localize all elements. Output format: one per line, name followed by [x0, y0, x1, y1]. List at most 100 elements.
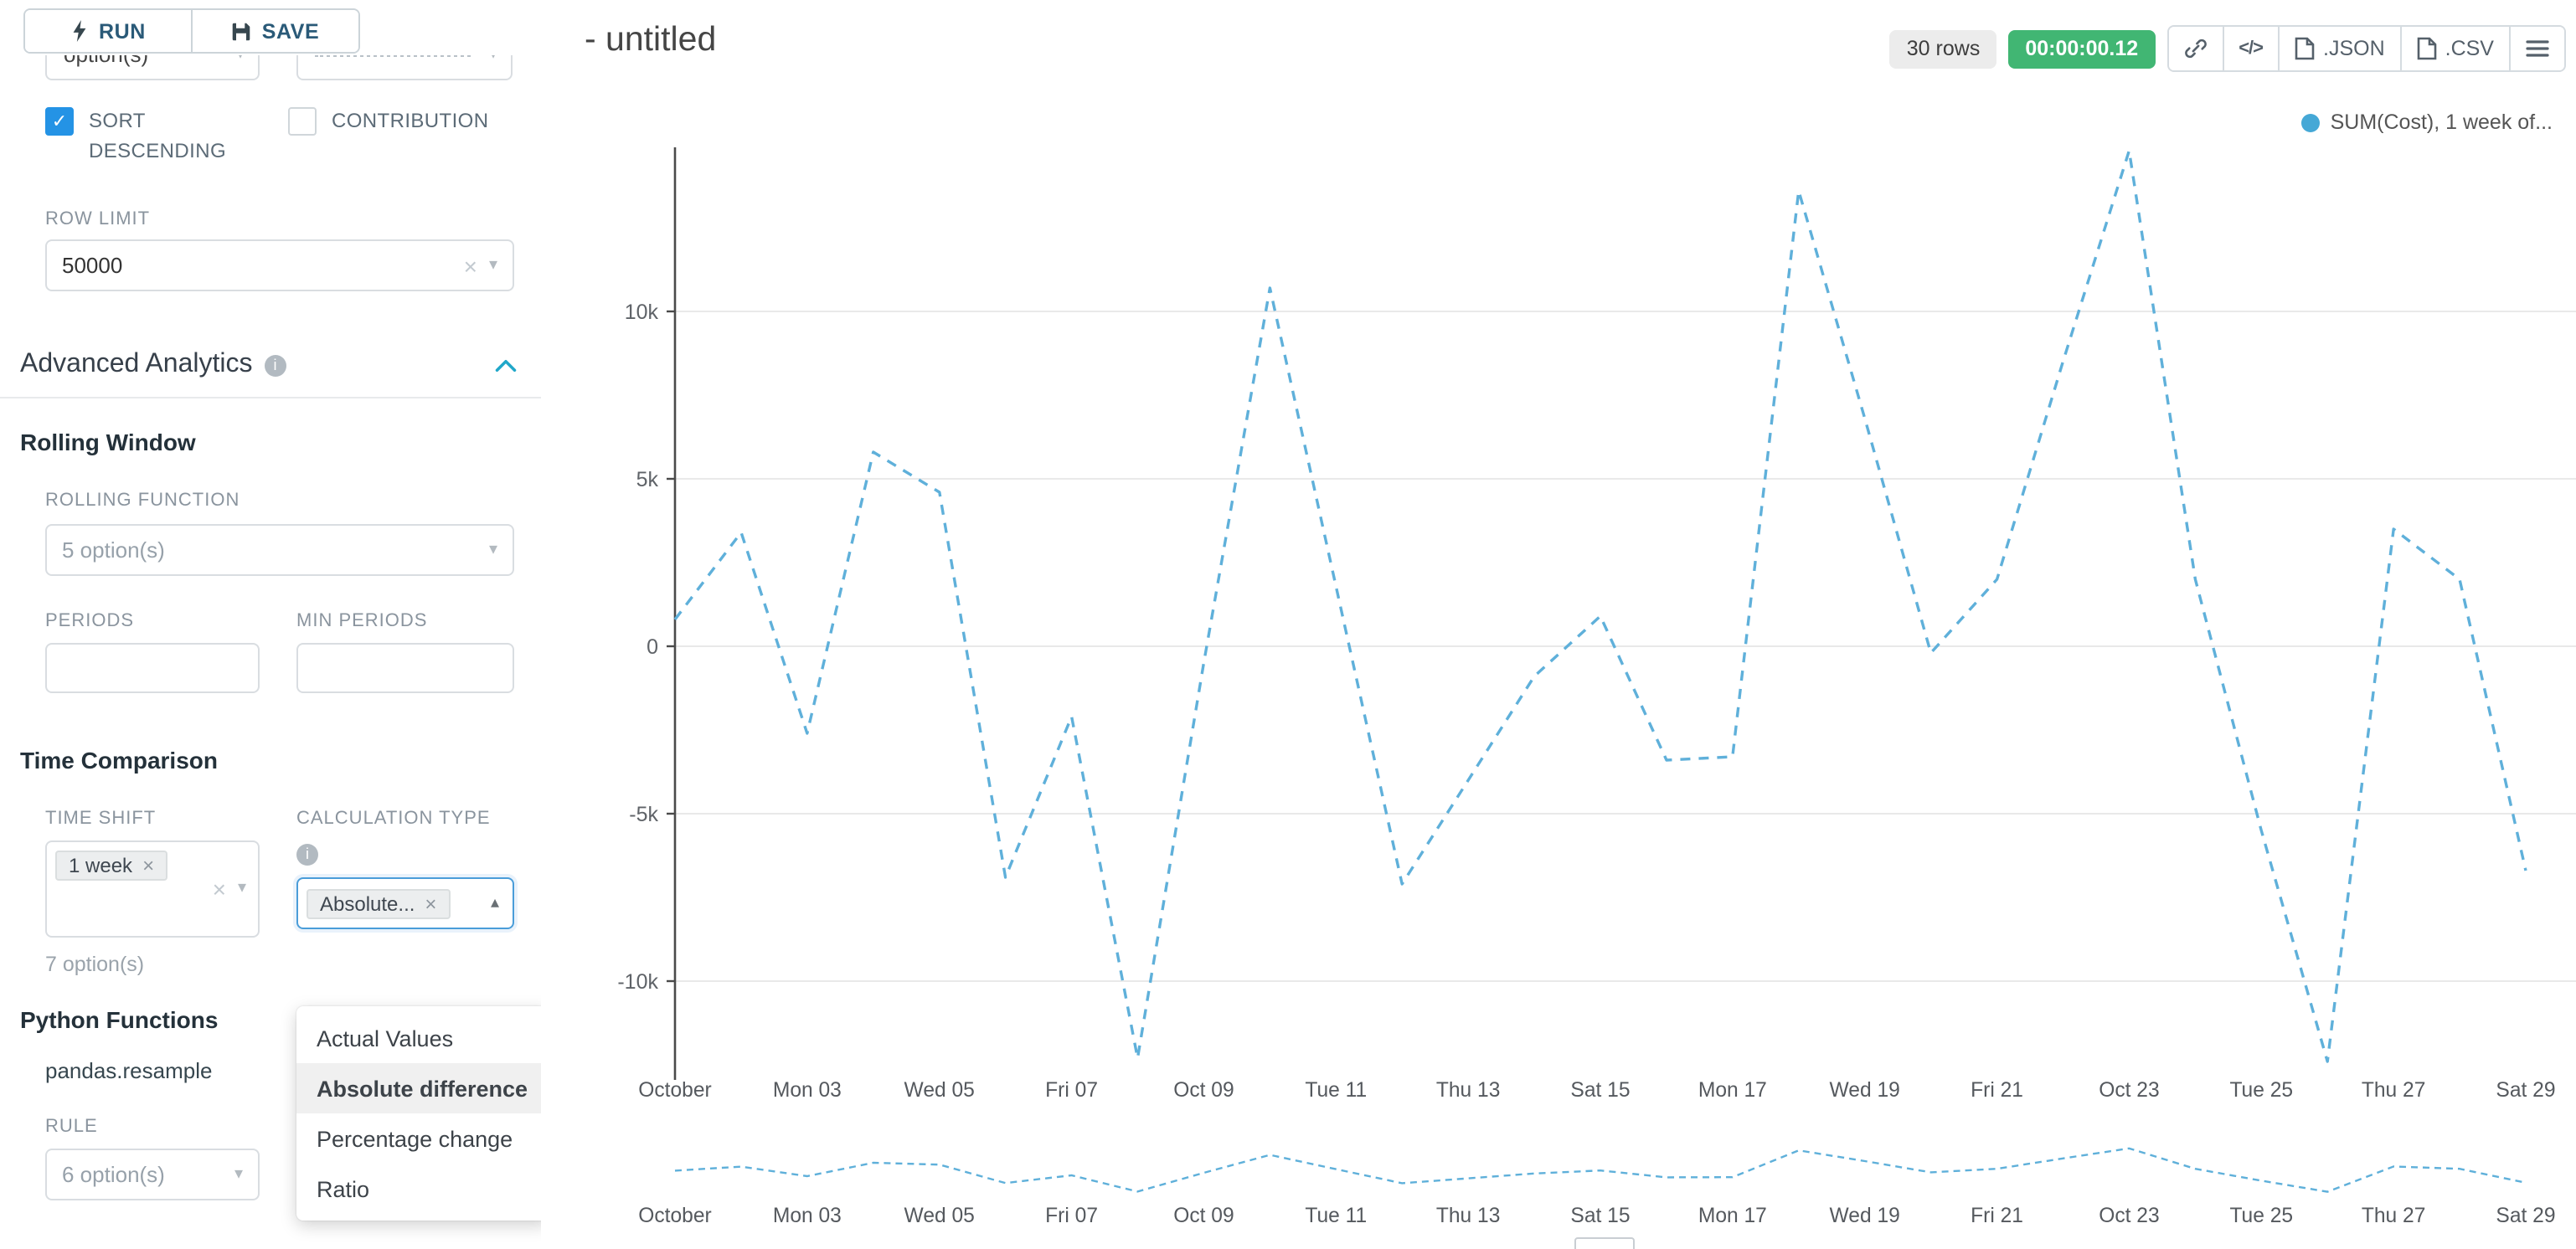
menu-option-ratio[interactable]: Ratio	[317, 1176, 370, 1201]
x-axis-label: Fri 21	[1971, 1079, 2023, 1102]
periods-input[interactable]	[45, 643, 260, 693]
mini-x-axis-label: Fri 21	[1971, 1205, 2023, 1227]
mini-x-axis-label: October	[638, 1205, 711, 1227]
save-button[interactable]: SAVE	[193, 10, 358, 52]
x-axis-label: Wed 05	[904, 1079, 975, 1102]
export-csv-button[interactable]: .CSV	[2399, 27, 2509, 70]
x-axis-label: Wed 19	[1830, 1079, 1900, 1102]
rolling-function-select[interactable]: 5 option(s) ▾	[45, 524, 514, 576]
truncated-select-left[interactable]: option(s) ▾	[45, 55, 260, 80]
x-axis-label: Oct 23	[2099, 1079, 2159, 1102]
remove-tag-icon[interactable]: ×	[425, 892, 437, 915]
checkbox-unchecked-icon[interactable]	[288, 107, 317, 136]
run-button[interactable]: RUN	[25, 10, 193, 52]
query-timer-badge: 00:00:00.12	[2008, 29, 2156, 68]
row-limit-control: ROW LIMIT 50000 × ▾	[0, 209, 541, 291]
mini-x-axis-label: Thu 13	[1436, 1205, 1501, 1227]
link-icon	[2184, 39, 2207, 59]
rolling-function-control: ROLLING FUNCTION 5 option(s) ▾	[0, 491, 541, 576]
contribution-label: CONTRIBUTION	[332, 109, 489, 132]
rule-control: RULE 6 option(s) ▾	[45, 1117, 260, 1200]
truncated-input-right[interactable]: ▾	[296, 55, 513, 80]
chevron-down-icon: ▾	[488, 540, 497, 558]
y-axis-label: -5k	[629, 803, 658, 826]
time-shift-hint: 7 option(s)	[45, 953, 145, 976]
view-query-button[interactable]: </>	[2222, 27, 2278, 70]
legend-dot-icon	[2301, 113, 2321, 131]
chart-legend[interactable]: SUM(Cost), 1 week of...	[2301, 111, 2553, 134]
x-axis-label: Tue 25	[2229, 1079, 2293, 1102]
min-periods-input[interactable]	[296, 643, 514, 693]
mini-x-axis-label: Thu 27	[2362, 1205, 2426, 1227]
menu-option-percentage-change[interactable]: Percentage change	[317, 1126, 513, 1151]
clear-icon[interactable]: ×	[212, 876, 226, 902]
menu-option-actual-values[interactable]: Actual Values	[317, 1025, 454, 1051]
partial-box	[1574, 1237, 1635, 1249]
mini-x-axis-label: Tue 25	[2229, 1205, 2293, 1227]
remove-tag-icon[interactable]: ×	[142, 854, 155, 877]
calculation-type-value: Absolute...	[320, 892, 415, 915]
timeseries-chart-canvas[interactable]: 10k 5k 0 -5k -10k October Mon 03 Wed 05 Fri 07 Oc…	[541, 0, 2576, 1249]
chart-menu-button[interactable]	[2509, 27, 2564, 70]
chevron-down-icon: ▾	[488, 255, 497, 274]
chevron-up-icon: ▴	[490, 894, 499, 912]
mini-x-axis-label: Wed 19	[1830, 1205, 1900, 1227]
advanced-analytics-header[interactable]: Advanced Analytics i	[0, 350, 541, 398]
legend-label: SUM(Cost), 1 week of...	[2330, 111, 2553, 134]
contribution-checkbox-item[interactable]: CONTRIBUTION	[288, 105, 541, 166]
min-periods-label: MIN PERIODS	[296, 611, 428, 631]
save-icon	[233, 22, 250, 40]
chevron-down-icon: ▾	[234, 1164, 243, 1183]
time-shift-control: TIME SHIFT 1 week × × ▾ 7 option(s)	[45, 809, 260, 976]
x-axis-label: Mon 03	[773, 1079, 842, 1102]
rolling-function-placeholder: 5 option(s)	[62, 537, 165, 563]
mini-x-axis-label: Sat 15	[1570, 1205, 1630, 1227]
time-comparison-row: TIME SHIFT 1 week × × ▾ 7 option(s) CALC…	[0, 809, 541, 1221]
export-csv-label: .CSV	[2445, 37, 2494, 60]
mini-x-axis-label: Mon 03	[773, 1205, 842, 1227]
time-shift-select[interactable]: 1 week × × ▾	[45, 840, 260, 938]
truncated-controls-row: option(s) ▾ ▾	[0, 55, 541, 80]
mini-x-axis-label: Sat 29	[2496, 1205, 2555, 1227]
chevron-up-icon[interactable]	[494, 357, 518, 373]
x-axis-label: Sat 29	[2496, 1079, 2555, 1102]
sort-descending-checkbox-item[interactable]: ✓ SORT DESCENDING	[45, 105, 288, 166]
rule-select-1[interactable]: 6 option(s) ▾	[45, 1149, 260, 1200]
time-shift-tag-label: 1 week	[69, 854, 133, 877]
save-button-label: SAVE	[261, 19, 320, 43]
calculation-type-tag: Absolute... ×	[307, 888, 451, 918]
x-axis-label: October	[638, 1079, 711, 1102]
truncated-select-left-value: option(s)	[64, 55, 148, 67]
checkbox-checked-icon[interactable]: ✓	[45, 107, 74, 136]
hamburger-icon	[2526, 40, 2549, 57]
mini-x-axis-label: Mon 17	[1698, 1205, 1767, 1227]
python-functions-title: Python Functions	[20, 1006, 219, 1033]
x-axis-label: Fri 07	[1045, 1079, 1098, 1102]
mini-x-axis-label: Oct 23	[2099, 1205, 2159, 1227]
header-badges: 30 rows 00:00:00.12 </> .JSON .CSV	[1889, 25, 2566, 72]
clear-icon[interactable]: ×	[463, 252, 477, 279]
info-icon: i	[296, 843, 318, 865]
mini-x-axis-label: Fri 07	[1045, 1205, 1098, 1227]
menu-option-absolute-difference[interactable]: Absolute difference	[296, 1063, 541, 1113]
lightning-icon	[73, 20, 86, 42]
checkbox-row: ✓ SORT DESCENDING CONTRIBUTION	[0, 105, 541, 166]
file-icon	[2417, 37, 2436, 60]
copy-link-button[interactable]	[2168, 27, 2223, 70]
x-axis-label: Thu 27	[2362, 1079, 2426, 1102]
chevron-down-icon: ▾	[489, 55, 497, 64]
row-limit-select[interactable]: 50000 × ▾	[45, 239, 514, 291]
y-axis-label: 0	[647, 635, 658, 659]
dotted-placeholder	[315, 55, 471, 56]
export-json-button[interactable]: .JSON	[2278, 27, 2400, 70]
calculation-type-select[interactable]: Absolute... × ▴	[296, 877, 514, 929]
periods-control: PERIODS	[45, 611, 260, 693]
x-axis-label: Thu 13	[1436, 1079, 1501, 1102]
x-axis-label: Sat 15	[1570, 1079, 1630, 1102]
series-line	[673, 149, 2527, 1063]
x-axis-label: Mon 17	[1698, 1079, 1767, 1102]
y-axis-label: 10k	[625, 301, 659, 324]
chevron-down-icon: ▾	[236, 55, 245, 64]
export-toolbar: </> .JSON .CSV	[2166, 25, 2566, 72]
